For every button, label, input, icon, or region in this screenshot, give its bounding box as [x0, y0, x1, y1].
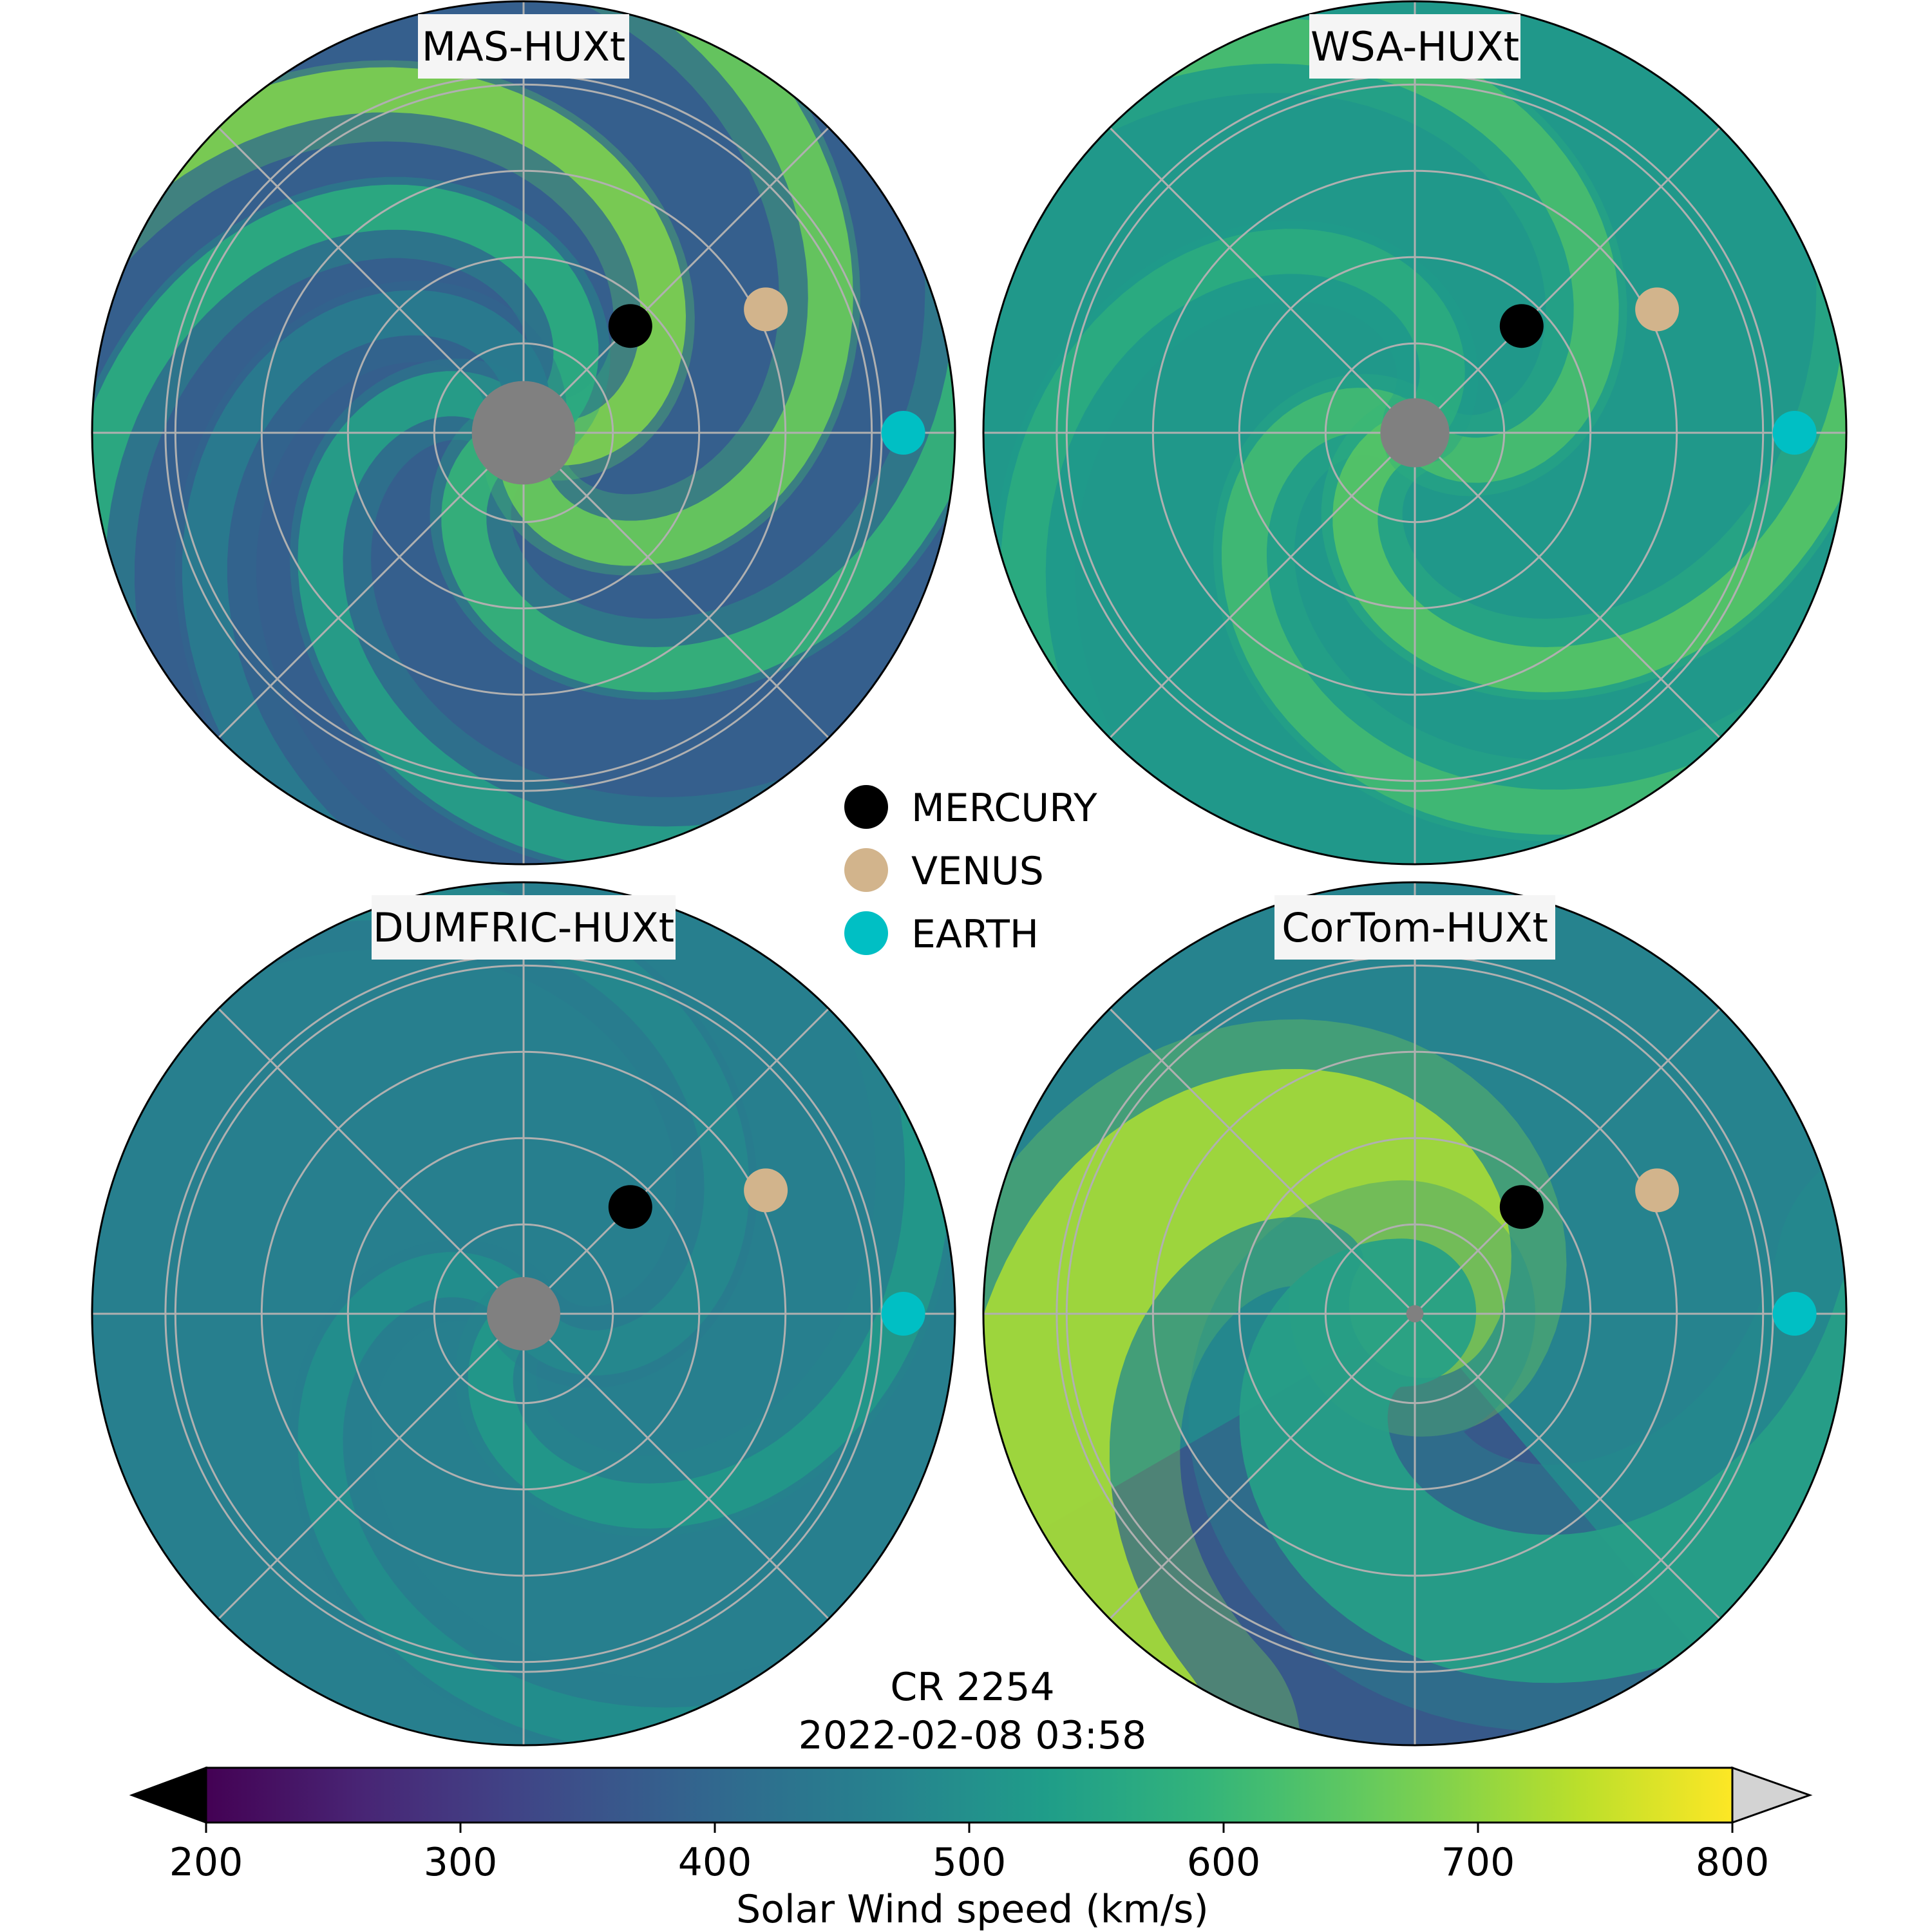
panels: MAS-HUXt WSA-HUXt DUMFRIC-HUXt CorTom-HUXt	[91, 0, 1848, 1747]
planet-venus	[1635, 1168, 1680, 1213]
wind-stream-2	[1010, 18, 1619, 483]
wind-stream-halo-1	[430, 144, 955, 700]
wind-stream-halo-0	[1213, 374, 1846, 842]
sun-marker	[471, 381, 576, 485]
colorbar-gradient	[205, 1766, 1734, 1824]
legend: MERCURY VENUS EARTH	[844, 785, 1097, 957]
planet-venus	[1635, 287, 1680, 332]
wind-stream-3	[92, 67, 687, 466]
wind-stream-halo-4	[92, 176, 611, 759]
planet-earth	[1772, 1292, 1817, 1336]
planet-earth	[1772, 411, 1817, 455]
colorbar-label: Solar Wind speed (km/s)	[736, 1887, 1209, 1932]
planet-mercury	[1499, 304, 1544, 348]
panel-title: MAS-HUXt	[418, 14, 629, 79]
wind-stream-halo-1	[455, 893, 955, 1537]
wind-stream-halo-0	[289, 1239, 916, 1745]
colorbar-tick-label: 300	[424, 1840, 498, 1885]
legend-marker-mercury	[844, 785, 888, 829]
panel-cortom-huxt: CorTom-HUXt	[982, 881, 1848, 1747]
carrington-rotation-label: CR 2254	[890, 1665, 1054, 1710]
sun-marker	[487, 1277, 560, 1350]
panel-outline	[982, 0, 1848, 866]
sun-marker	[1380, 398, 1450, 468]
planet-venus	[744, 287, 788, 332]
colorbar-tick-label: 500	[933, 1840, 1007, 1885]
colorbar-extend-low	[129, 1766, 207, 1824]
panel-title-text: DUMFRIC-HUXt	[373, 904, 674, 951]
panel-title-text: WSA-HUXt	[1311, 23, 1519, 70]
planet-mercury	[608, 1185, 652, 1229]
colorbar-tick-label: 600	[1187, 1840, 1261, 1885]
planet-mercury	[608, 304, 652, 348]
wind-stream-halo-2	[983, 12, 1627, 497]
wind-stream-1	[1332, 197, 1846, 693]
panel-outline	[91, 0, 956, 866]
wind-stream-halo-2	[482, 1, 860, 576]
wind-stream-halo-5	[175, 281, 567, 864]
wind-stream-2	[498, 1, 853, 566]
panel-title-text: CorTom-HUXt	[1282, 904, 1548, 951]
wind-stream-halo-3	[92, 60, 695, 481]
wind-stream-5	[182, 290, 551, 864]
planet-earth	[881, 1292, 925, 1336]
wind-stream-4	[92, 184, 599, 707]
legend-label-earth: EARTH	[911, 912, 1039, 957]
wind-stream-1	[468, 938, 951, 1529]
legend-label-venus: VENUS	[911, 849, 1044, 894]
planet-venus	[744, 1168, 788, 1213]
panel-title: DUMFRIC-HUXt	[372, 895, 676, 960]
wind-stream-halo-0	[289, 358, 916, 864]
wind-stream-0	[1221, 388, 1846, 835]
wind-stream-3	[1000, 229, 1465, 838]
panel-dumfric-huxt: DUMFRIC-HUXt	[91, 881, 956, 1747]
wind-stream-halo-3	[994, 220, 1479, 864]
colorbar-tick-label: 800	[1696, 1840, 1770, 1885]
wind-stream-0	[298, 371, 868, 864]
planet-mercury	[1499, 1185, 1544, 1229]
panel-outline	[91, 881, 956, 1747]
legend-label-mercury: MERCURY	[911, 786, 1097, 831]
legend-marker-earth	[844, 911, 888, 955]
sun-marker	[1406, 1305, 1424, 1323]
panel-outline	[982, 881, 1848, 1747]
legend-marker-venus	[844, 848, 888, 892]
panel-wsa-huxt: WSA-HUXt	[982, 0, 1848, 866]
panel-title: WSA-HUXt	[1309, 14, 1520, 79]
wind-stream-halo-1	[1188, 1137, 1846, 1732]
colorbar-extend-high	[1731, 1766, 1813, 1824]
panel-mas-huxt: MAS-HUXt	[91, 0, 956, 866]
wind-stream-1	[1239, 1236, 1846, 1683]
panel-title: CorTom-HUXt	[1274, 895, 1555, 960]
wind-stream-0	[983, 1068, 1511, 1745]
wind-stream-0	[298, 1252, 868, 1745]
wind-stream-halo-0	[983, 1019, 1567, 1745]
colorbar-tick-label: 200	[169, 1840, 243, 1885]
panel-title-text: MAS-HUXt	[422, 23, 625, 70]
wind-stream-1	[441, 197, 955, 693]
colorbar-tick-label: 700	[1441, 1840, 1515, 1885]
planet-earth	[881, 411, 925, 455]
timestamp-label: 2022-02-08 03:58	[799, 1713, 1147, 1758]
colorbar-tick-label: 400	[678, 1840, 752, 1885]
colorbar: 200 300 400 500 600 700 800	[129, 1766, 1813, 1885]
wind-stream-halo-1	[1321, 144, 1846, 700]
